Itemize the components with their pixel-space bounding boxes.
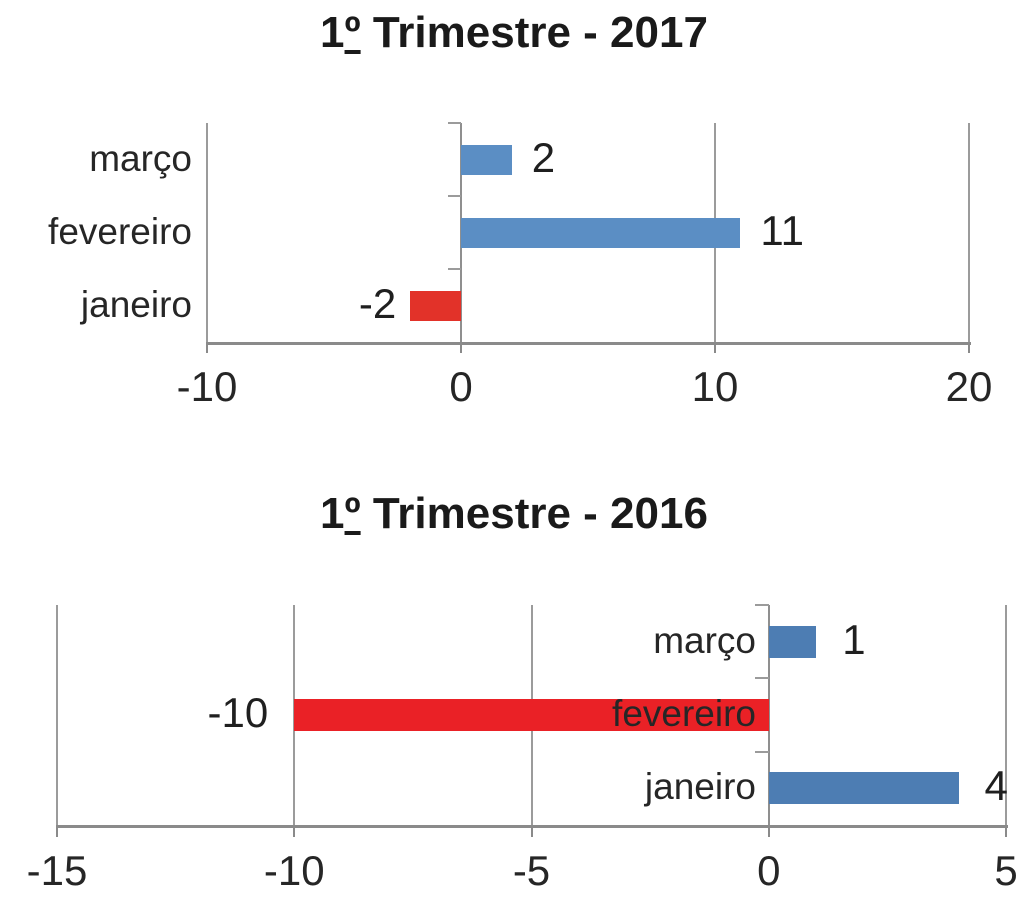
value-label: 11 [760,206,804,254]
chart-title-2016: 1º Trimestre - 2016 [320,489,708,538]
category-axis-tick [448,268,461,270]
x-tick-label: 0 [757,847,781,894]
x-axis-tick [968,342,970,353]
x-axis-tick [1005,825,1007,837]
x-tick-label: 5 [994,847,1018,894]
category-label-fevereiro: fevereiro [48,210,192,252]
value-label: -10 [207,689,269,737]
bar-março [461,144,512,175]
x-axis-tick [460,342,462,353]
gridline [56,605,58,825]
x-axis-tick [530,825,533,837]
category-axis-tick [448,195,461,197]
category-axis-tick [754,677,769,680]
gridline [1005,605,1007,825]
bar-janeiro [768,772,959,805]
x-tick-label: -15 [26,847,88,894]
category-label-fevereiro: fevereiro [612,693,756,735]
x-tick-label: 0 [449,363,473,410]
x-axis-tick [206,342,208,353]
value-label: 2 [531,133,556,181]
value-label: 4 [984,762,1008,810]
bar-fevereiro [461,217,741,248]
category-label-março: março [653,619,756,661]
bar-janeiro [410,290,461,321]
bar-março [768,625,817,658]
x-axis-tick [293,825,296,837]
chart-title-2017: 1º Trimestre - 2017 [320,8,708,57]
gridline [206,123,208,342]
category-label-janeiro: janeiro [644,766,756,808]
category-axis-tick [448,122,461,124]
x-tick-label: 10 [691,363,739,410]
x-tick-label: -10 [263,847,325,894]
x-axis-line [57,825,1008,828]
category-label-março: março [89,137,192,179]
value-label: -2 [358,279,397,327]
category-label-janeiro: janeiro [80,283,192,325]
category-axis-tick [754,750,769,753]
zero-axis-line [767,605,770,825]
x-axis-line [207,342,971,345]
x-tick-label: -10 [176,363,238,410]
bar-fevereiro [294,699,769,731]
value-label: 1 [842,615,866,663]
category-axis-tick [754,604,769,606]
x-axis-tick [714,342,716,353]
x-axis-tick [56,825,58,837]
x-tick-label: 20 [945,363,993,410]
x-axis-tick [767,825,770,837]
gridline [968,123,970,342]
x-tick-label: -5 [512,847,551,894]
